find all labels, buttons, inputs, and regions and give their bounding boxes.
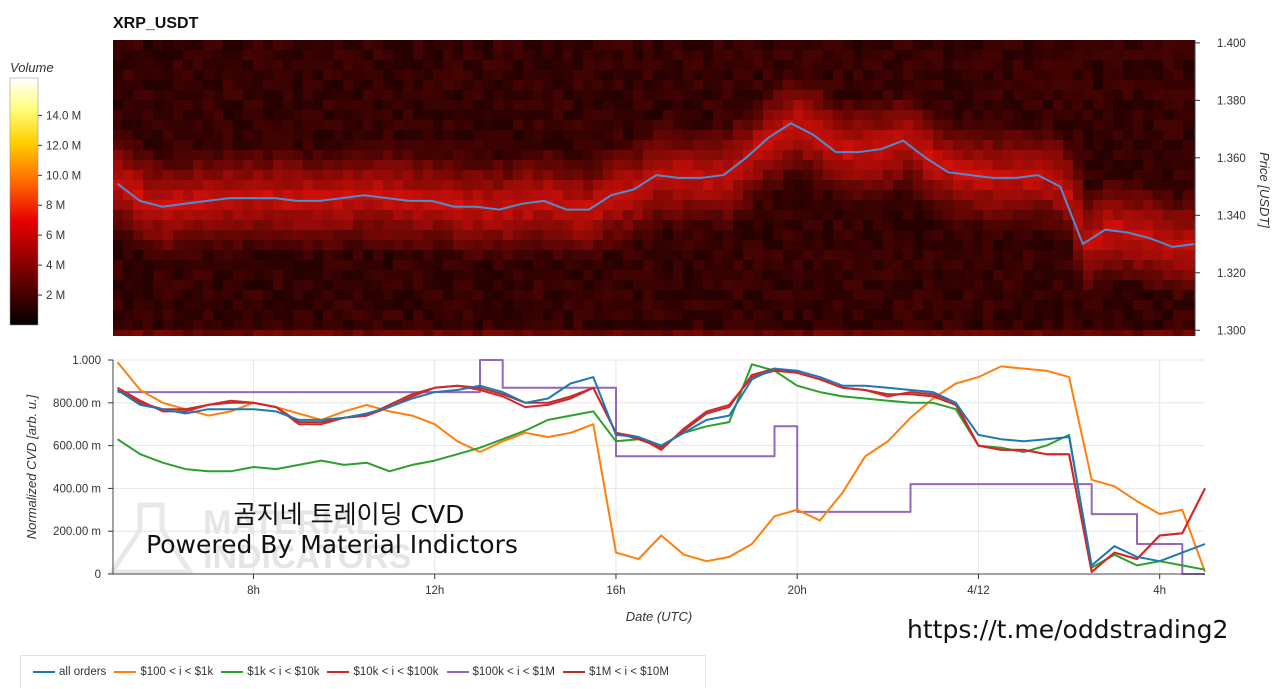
legend-item[interactable]: $1M < i < $10M (563, 666, 669, 678)
price-line (116, 122, 1196, 248)
legend-label: $100k < i < $1M (472, 666, 555, 678)
cvd-series-3 (117, 369, 1206, 573)
legend-swatch (33, 671, 55, 673)
cvd-series-1 (116, 361, 1206, 573)
cvd-lines (116, 359, 1206, 575)
flask-icon (107, 502, 195, 575)
colorbar-title: Volume (10, 60, 54, 75)
cvd-x-tick-label: 12h (425, 585, 444, 597)
legend-label: all orders (59, 666, 107, 678)
price-tick-label: 1.380 (1217, 95, 1246, 107)
legend-swatch (114, 671, 137, 673)
cvd-x-axis-title: Date (UTC) (626, 609, 692, 624)
cvd-x-tick-label: 16h (606, 585, 625, 597)
legend-label: $1k < i < $10k (247, 666, 320, 678)
colorbar-tick-label: 4 M (46, 260, 65, 272)
legend-item[interactable]: $1k < i < $10k (221, 666, 319, 678)
legend-label: $10k < i < $100k (353, 666, 439, 678)
colorbar-tick-label: 8 M (46, 200, 65, 212)
cvd-y-axis-title: Normalized CVD [arb. u.] (24, 394, 39, 539)
legend-label: $100 < i < $1k (140, 666, 214, 678)
chart-title: XRP_USDT (113, 15, 199, 32)
price-tick-label: 1.400 (1217, 38, 1246, 50)
colorbar-tick-label: 2 M (46, 290, 65, 302)
legend-swatch (221, 671, 244, 673)
cvd-x-tick-label: 20h (788, 585, 807, 597)
logo-text-2: INDICATORS (203, 538, 411, 576)
legend: all orders $100 < i < $1k $1k < i < $10k $1… (20, 655, 706, 688)
legend-item[interactable]: $100 < i < $1k (114, 666, 213, 678)
cvd-y-tick-label: 800.00 m (53, 398, 101, 410)
cvd-y-tick-label: 1.000 (72, 355, 101, 367)
cvd-panel: MATERIAL INDICATORS 0 200.00 m 400.00 m 600… (24, 355, 1206, 624)
legend-item[interactable]: all orders (33, 666, 106, 678)
cvd-x-tick-label: 4h (1153, 585, 1166, 597)
price-tick-label: 1.300 (1217, 325, 1246, 337)
price-tick-label: 1.320 (1217, 268, 1246, 280)
watermark-line-2: Powered By Material Indictors (146, 530, 518, 559)
colorbar-tick-label: 6 M (46, 230, 65, 242)
colorbar: Volume 2 M 4 M 6 M 8 M 10.0 M 12.0 M 14.0 M (9, 60, 81, 326)
legend-item[interactable]: $100k < i < $1M (446, 666, 555, 678)
heatmap-panel: 1.300 1.320 1.340 1.360 1.380 1.400 Price [US… (113, 38, 1272, 337)
price-axis-title: Price [USDT] (1257, 152, 1272, 228)
cvd-y-tick-label: 600.00 m (53, 441, 101, 453)
telegram-url[interactable]: https://t.me/oddstrading2 (907, 615, 1228, 644)
cvd-y-tick-label: 0 (95, 569, 101, 581)
watermark-line-1: 곰지네 트레이딩 CVD (234, 500, 465, 529)
colorbar-tick-label: 14.0 M (46, 110, 81, 122)
colorbar-tick-label: 10.0 M (46, 170, 81, 182)
cvd-y-tick-label: 200.00 m (53, 526, 101, 538)
legend-label: $1M < i < $10M (589, 666, 669, 678)
legend-swatch (563, 671, 585, 673)
cvd-series-4 (117, 359, 1205, 575)
material-indicators-logo: MATERIAL INDICATORS (107, 502, 411, 576)
price-tick-label: 1.360 (1217, 153, 1246, 165)
cvd-x-tick-label: 8h (247, 585, 260, 597)
logo-text-1: MATERIAL (203, 504, 376, 542)
colorbar-tick-label: 12.0 M (46, 140, 81, 152)
cvd-series-0 (116, 367, 1206, 567)
heatmap-cells (113, 40, 1195, 336)
cvd-x-tick-label: 4/12 (967, 585, 989, 597)
legend-swatch (446, 671, 469, 673)
colorbar-gradient (9, 77, 39, 326)
cvd-y-tick-label: 400.00 m (53, 483, 101, 495)
price-tick-label: 1.340 (1217, 210, 1246, 222)
legend-item[interactable]: $10k < i < $100k (327, 666, 439, 678)
legend-swatch (327, 671, 350, 673)
